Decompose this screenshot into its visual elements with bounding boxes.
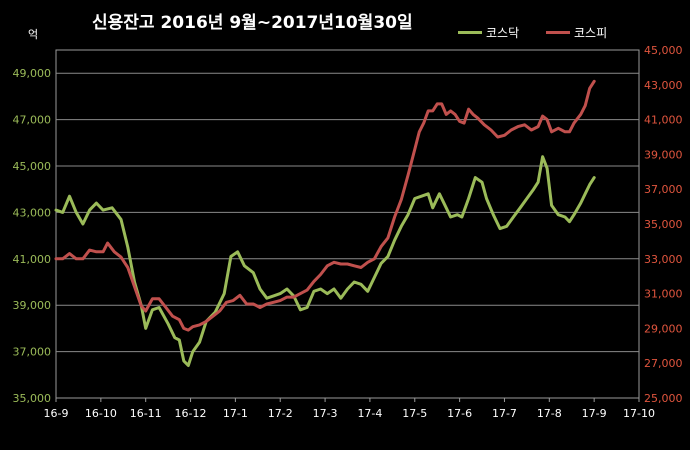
y-right-tick-label: 31,000 xyxy=(644,288,683,301)
y-right-tick-label: 39,000 xyxy=(644,148,683,161)
y-right-tick-label: 35,000 xyxy=(644,218,683,231)
legend-swatch-kospi xyxy=(546,31,570,34)
x-tick-label: 17-8 xyxy=(537,407,562,420)
x-axis: 16-9 16-10 16-11 16-12 17-1 17-2 17-3 17-4 17-5 1… xyxy=(44,398,655,420)
legend-item-kospi: 코스피 xyxy=(546,24,607,41)
gridlines xyxy=(56,72,639,353)
y-left-tick-label: 49,000 xyxy=(13,67,52,80)
y-left-tick-label: 37,000 xyxy=(13,346,52,359)
series-lines xyxy=(54,79,596,367)
x-tick-label: 17-6 xyxy=(447,407,472,420)
y-left-tick-label: 47,000 xyxy=(13,114,52,127)
y-right-tick-label: 33,000 xyxy=(644,253,683,266)
x-tick-label: 17-5 xyxy=(402,407,427,420)
legend-label-kosdaq: 코스닥 xyxy=(486,26,520,40)
y-left-tick-label: 45,000 xyxy=(13,160,52,173)
series-line-kospi xyxy=(54,79,596,332)
x-tick-label: 17-7 xyxy=(492,407,517,420)
x-tick-label: 16-12 xyxy=(175,407,207,420)
x-tick-label: 16-11 xyxy=(130,407,162,420)
x-tick-label: 17-4 xyxy=(357,407,382,420)
x-tick-label: 17-1 xyxy=(223,407,248,420)
legend-swatch-kosdaq xyxy=(458,31,482,34)
legend-label-kospi: 코스피 xyxy=(574,26,608,40)
x-tick-label: 17-2 xyxy=(268,407,293,420)
y-right-tick-label: 27,000 xyxy=(644,357,683,370)
unit-label: 억 xyxy=(28,28,39,41)
y-right-tick-label: 41,000 xyxy=(644,114,683,127)
y-right-tick-label: 45,000 xyxy=(644,44,683,57)
x-tick-label: 16-9 xyxy=(44,407,69,420)
y-right-tick-label: 37,000 xyxy=(644,183,683,196)
y-right-tick-label: 43,000 xyxy=(644,79,683,92)
y-axis-left: 35,000 37,000 39,000 41,000 43,000 45,000 47,0… xyxy=(13,67,52,405)
y-left-tick-label: 39,000 xyxy=(13,299,52,312)
y-left-tick-label: 43,000 xyxy=(13,206,52,219)
y-right-tick-label: 29,000 xyxy=(644,322,683,335)
y-left-tick-label: 35,000 xyxy=(13,392,52,405)
legend-item-kosdaq: 코스닥 xyxy=(458,24,519,41)
x-tick-label: 17-10 xyxy=(623,407,655,420)
y-left-tick-label: 41,000 xyxy=(13,253,52,266)
plot-area xyxy=(55,49,640,399)
y-right-tick-label: 25,000 xyxy=(644,392,683,405)
x-tick-label: 16-10 xyxy=(85,407,117,420)
chart-title: 신용잔고 2016년 9월~2017년10월30일 xyxy=(92,13,413,33)
x-tick-label: 17-3 xyxy=(313,407,338,420)
x-tick-label: 17-9 xyxy=(582,407,607,420)
y-axis-right: 25,000 27,000 29,000 31,000 33,000 35,000 37,0… xyxy=(644,44,683,405)
series-line-kosdaq xyxy=(54,155,596,367)
